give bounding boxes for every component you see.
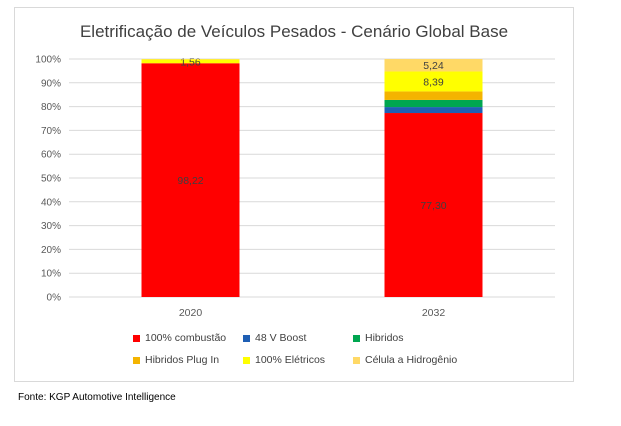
y-tick-label: 100% [35, 55, 61, 66]
legend-item: Célula a Hidrogênio [353, 354, 457, 366]
bar-segment [141, 59, 240, 60]
legend-label: 100% Elétricos [255, 354, 326, 366]
x-tick-label: 2020 [179, 307, 203, 319]
chart-title: Eletrificação de Veículos Pesados - Cená… [79, 22, 509, 41]
bar-segment [384, 59, 483, 72]
bar-segment [141, 59, 240, 64]
legend-label: Hibridos [365, 332, 404, 344]
plot-area: 0% 10% 20% 30% 40% 50% 60% 70% 80% 90% 100% 98,22 1,… [35, 55, 555, 319]
y-tick-label: 50% [41, 174, 61, 185]
bar-segment [384, 107, 483, 114]
data-label: 98,22 [177, 175, 203, 187]
y-tick-label: 20% [41, 245, 61, 256]
y-tick-label: 0% [47, 293, 62, 304]
legend-item: 100% Elétricos [243, 354, 325, 366]
legend-item: Hibridos Plug In [133, 354, 219, 366]
y-tick-label: 70% [41, 126, 61, 137]
bar-segment [384, 71, 483, 92]
legend-item: 48 V Boost [243, 332, 306, 344]
bar-segment [384, 91, 483, 100]
legend-label: 48 V Boost [255, 332, 307, 344]
legend-swatch [133, 356, 140, 364]
legend-label: Hibridos Plug In [145, 354, 220, 366]
bar-segment [384, 113, 483, 297]
legend-swatch [243, 356, 250, 364]
source-note: Fonte: KGP Automotive Intelligence [18, 392, 176, 403]
legend-item: 100% combustão [133, 332, 226, 344]
x-tick-label: 2032 [422, 307, 446, 319]
legend-item: Hibridos [353, 332, 404, 344]
y-tick-label: 30% [41, 221, 61, 232]
legend-swatch [243, 334, 250, 342]
data-label: 5,24 [423, 60, 444, 72]
y-tick-label: 60% [41, 150, 61, 161]
data-label: 8,39 [423, 76, 444, 88]
bar-segment [141, 63, 240, 297]
y-tick-label: 40% [41, 197, 61, 208]
data-label: 1,56 [180, 56, 201, 68]
legend-label: 100% combustão [145, 332, 227, 344]
legend-swatch [353, 356, 360, 364]
legend-label: Célula a Hidrogênio [365, 354, 458, 366]
legend-swatch [133, 334, 140, 342]
y-tick-label: 90% [41, 78, 61, 89]
legend-swatch [353, 334, 360, 342]
chart-frame: Eletrificação de Veículos Pesados - Cená… [14, 7, 574, 382]
bar-segment [384, 99, 483, 108]
data-label: 77,30 [420, 200, 446, 212]
y-tick-label: 10% [41, 269, 61, 280]
y-tick-label: 80% [41, 102, 61, 113]
